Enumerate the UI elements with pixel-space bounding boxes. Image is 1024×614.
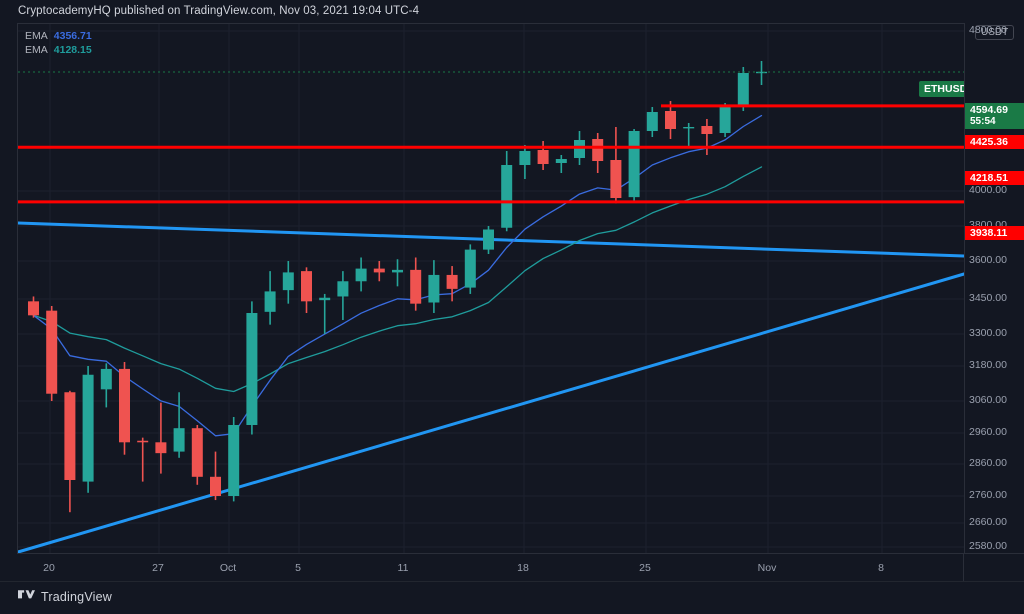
axis-corner — [963, 553, 1024, 582]
price-tag-red[interactable]: 4218.51 — [965, 171, 1024, 185]
symbol-price-flag: ETHUSDT — [919, 81, 979, 97]
price-tick: 4800.00 — [969, 24, 1007, 36]
price-tick: 3300.00 — [969, 327, 1007, 339]
price-tick: 3180.00 — [969, 359, 1007, 371]
time-tick: 25 — [639, 562, 651, 574]
ema-slow-value: 4128.15 — [53, 44, 92, 56]
time-tick: 8 — [878, 562, 884, 574]
time-tick: Oct — [219, 562, 237, 574]
price-tick: 2960.00 — [969, 426, 1007, 438]
ema-lines — [32, 114, 763, 437]
price-tick: 2860.00 — [969, 457, 1007, 469]
price-tag-value: 3938.11 — [970, 227, 1008, 239]
trendlines — [18, 221, 964, 554]
tradingview-wordmark: TradingView — [41, 590, 112, 604]
price-tick: 2660.00 — [969, 516, 1007, 528]
tradingview-watermark: TradingView — [18, 588, 112, 606]
price-tag-red[interactable]: 3938.11 — [965, 226, 1024, 240]
time-tick: 5 — [295, 562, 301, 574]
price-tag-value: 4425.36 — [970, 136, 1008, 148]
price-tag-countdown: 55:54 — [970, 116, 996, 127]
time-tick: 27 — [152, 562, 164, 574]
price-tick: 3600.00 — [969, 254, 1007, 266]
time-tick: 18 — [517, 562, 529, 574]
currency-badge: USDT — [975, 25, 1015, 40]
price-tag-value: 4218.51 — [970, 172, 1008, 184]
price-tick: 2580.00 — [969, 540, 1007, 552]
bottom-strip — [0, 581, 1024, 614]
price-tick: 3450.00 — [969, 292, 1007, 304]
ema-fast-label: EMA — [25, 30, 48, 42]
price-axis[interactable]: USDT 4800.00 4000.00 3800.00 3600.00 3450.00… — [964, 23, 1024, 553]
publish-attribution: CryptocademyHQ published on TradingView.… — [18, 5, 420, 17]
time-tick: 20 — [43, 562, 55, 574]
resistance-lines — [18, 104, 964, 204]
candle-series — [28, 61, 767, 513]
time-tick: 11 — [397, 562, 409, 574]
chart-pane[interactable]: EMA 4356.71 EMA 4128.15 — [17, 23, 964, 554]
price-tick: 3060.00 — [969, 394, 1007, 406]
time-tick: Nov — [757, 562, 777, 574]
ema-fast-value: 4356.71 — [53, 30, 92, 42]
tradingview-logo-icon — [18, 588, 35, 606]
price-tag-value: 4594.69 — [970, 104, 1008, 116]
price-tag-green[interactable]: 4594.69 55:54 — [965, 103, 1024, 129]
price-plot — [18, 24, 964, 554]
indicator-legend: EMA 4356.71 EMA 4128.15 — [25, 29, 92, 57]
price-tick: 4000.00 — [969, 184, 1007, 196]
legend-row-ema-slow[interactable]: EMA 4128.15 — [25, 43, 92, 57]
price-tag-red[interactable]: 4425.36 — [965, 135, 1024, 149]
ema-slow-label: EMA — [25, 44, 48, 56]
grid-lines — [18, 24, 964, 554]
time-axis[interactable]: 20 27 Oct 5 11 18 25 Nov 8 — [17, 553, 963, 582]
legend-row-ema-fast[interactable]: EMA 4356.71 — [25, 29, 92, 43]
price-tick: 2760.00 — [969, 489, 1007, 501]
